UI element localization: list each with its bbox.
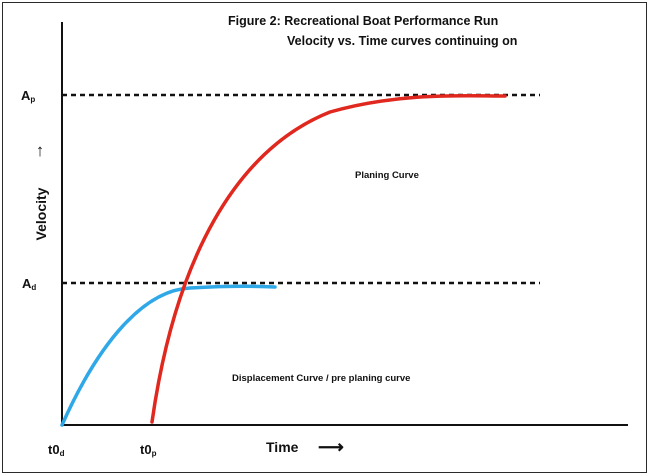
- displacement-start-tick: t0d: [48, 442, 65, 458]
- planing-start-tick: t0p: [140, 442, 157, 458]
- displacement-curve: [60, 284, 277, 427]
- planing-curve: [150, 93, 507, 424]
- figure-title-line-1: Figure 2: Recreational Boat Performance …: [228, 14, 498, 28]
- figure-title-line-2: Velocity vs. Time curves continuing on: [287, 34, 517, 48]
- y-axis-label: Velocity: [33, 187, 49, 240]
- displacement-level-label: Ad: [22, 276, 36, 292]
- y-axis-arrow-icon: ↑: [36, 141, 45, 160]
- x-axis-arrow-icon: ⟶: [318, 437, 344, 457]
- x-axis-label: Time: [266, 439, 299, 455]
- planing-level-label: Ap: [21, 88, 35, 104]
- displacement-curve-annotation: Displacement Curve / pre planing curve: [232, 373, 410, 384]
- planing-curve-annotation: Planing Curve: [355, 170, 419, 181]
